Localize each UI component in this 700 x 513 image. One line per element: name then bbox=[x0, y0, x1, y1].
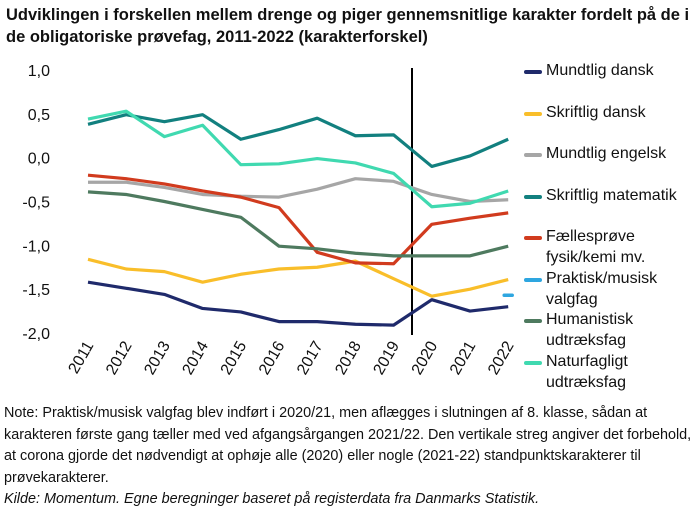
legend-item: Skriftlig dansk bbox=[522, 102, 697, 144]
y-tick-label: 0,5 bbox=[28, 107, 50, 124]
legend-label: Fællesprøve fysik/kemi mv. bbox=[546, 228, 646, 266]
y-tick-label: 1,0 bbox=[28, 63, 50, 80]
y-tick-label: -0,5 bbox=[22, 195, 50, 212]
x-tick-label: 2020 bbox=[409, 338, 442, 377]
series-line bbox=[87, 113, 509, 169]
legend-item: Humanistisk udtræksfag bbox=[522, 309, 697, 351]
series-line bbox=[87, 257, 509, 298]
series-line bbox=[87, 109, 509, 209]
legend-swatch bbox=[524, 153, 542, 157]
notes: Note: Praktisk/musisk valgfag blev indfø… bbox=[4, 403, 698, 511]
legend-label: Praktisk/musisk valgfag bbox=[546, 269, 658, 308]
x-tick-label: 2021 bbox=[447, 338, 480, 377]
chart-title: Udviklingen i forskellen mellem drenge o… bbox=[6, 6, 690, 46]
x-tick-label: 2018 bbox=[332, 338, 365, 377]
legend-item: Naturfagligt udtræksfag bbox=[522, 351, 697, 393]
series-line bbox=[87, 190, 509, 258]
y-tick-label: -1,0 bbox=[22, 238, 50, 255]
legend-swatch bbox=[524, 277, 542, 282]
legend-swatch bbox=[524, 319, 542, 323]
x-tick-label: 2011 bbox=[66, 338, 98, 376]
x-tick-label: 2016 bbox=[256, 338, 289, 377]
legend-swatch bbox=[524, 70, 542, 74]
legend-item: Mundtlig dansk bbox=[522, 60, 697, 102]
legend-swatch bbox=[524, 360, 542, 365]
x-tick-label: 2012 bbox=[103, 338, 136, 377]
legend-swatch bbox=[524, 111, 542, 116]
y-tick-label: 0,0 bbox=[28, 151, 50, 168]
legend-item: Fællesprøve fysik/kemi mv. bbox=[522, 226, 697, 268]
legend-label: Skriftlig matematik bbox=[546, 186, 677, 204]
x-tick-label: 2017 bbox=[294, 338, 327, 377]
source: Kilde: Momentum. Egne beregninger basere… bbox=[4, 491, 540, 507]
legend-swatch bbox=[524, 236, 542, 240]
note: Note: Praktisk/musisk valgfag blev indfø… bbox=[4, 405, 692, 486]
legend-swatch bbox=[524, 194, 542, 199]
x-tick-label: 2022 bbox=[485, 338, 518, 377]
x-tick-label: 2019 bbox=[371, 338, 404, 377]
y-tick-label: -2,0 bbox=[22, 326, 50, 343]
legend-item: Skriftlig matematik bbox=[522, 185, 697, 227]
legend-item: Praktisk/musisk valgfag bbox=[522, 268, 697, 310]
x-tick-label: 2014 bbox=[180, 338, 213, 377]
x-tick-label: 2015 bbox=[218, 338, 251, 377]
series-line bbox=[87, 280, 509, 327]
x-tick-label: 2013 bbox=[141, 338, 174, 377]
legend-label: Skriftlig dansk bbox=[546, 103, 646, 121]
legend-label: Mundtlig engelsk bbox=[546, 145, 667, 162]
series-line bbox=[87, 173, 509, 266]
legend-label: Mundtlig dansk bbox=[546, 62, 654, 79]
y-tick-label: -1,5 bbox=[22, 282, 50, 299]
series-line bbox=[88, 177, 509, 204]
legend-label: Naturfagligt udtræksfag bbox=[546, 352, 628, 391]
legend-label: Humanistisk udtræksfag bbox=[546, 311, 634, 349]
legend-item: Mundtlig engelsk bbox=[522, 143, 697, 185]
